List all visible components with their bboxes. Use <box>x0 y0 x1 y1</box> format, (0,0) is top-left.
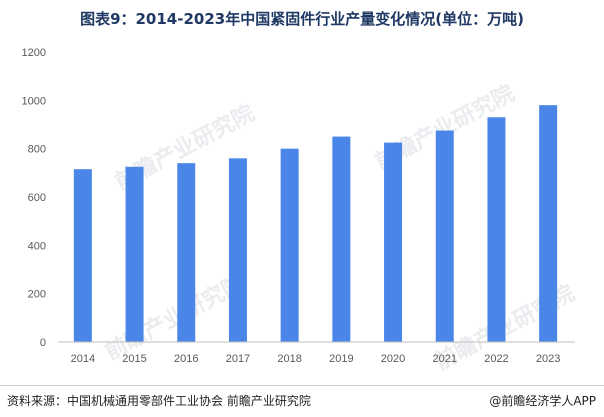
bar-2023 <box>539 105 558 343</box>
x-tick-label: 2021 <box>433 353 457 365</box>
brand-credit: @前瞻经济学人APP <box>489 394 596 408</box>
footer: 资料来源：中国机械通用零部件工业协会 前瞻产业研究院 @前瞻经济学人APP <box>0 385 604 417</box>
x-tick-label: 2014 <box>71 353 95 365</box>
y-tick-label: 0 <box>40 337 46 349</box>
x-tick-label: 2022 <box>484 353 508 365</box>
x-tick-label: 2019 <box>329 353 353 365</box>
chart-title: 图表9：2014-2023年中国紧固件行业产量变化情况(单位：万吨) <box>80 10 524 28</box>
y-tick-label: 1200 <box>22 47 46 59</box>
x-tick-label: 2015 <box>122 353 146 365</box>
x-tick-label: 2023 <box>536 353 560 365</box>
x-tick-label: 2017 <box>226 353 250 365</box>
watermark-text: 前瞻产业研究院 <box>101 270 249 365</box>
bar-2015 <box>125 166 144 342</box>
x-tick-label: 2020 <box>381 353 405 365</box>
x-axis: 2014 2015 2016 2017 2018 2019 2020 2021 2022 2023 <box>71 353 561 365</box>
bar-2022 <box>487 117 506 342</box>
bar-2014 <box>73 169 92 342</box>
y-tick-label: 400 <box>28 240 46 252</box>
x-tick-label: 2016 <box>174 353 198 365</box>
y-tick-label: 800 <box>28 144 46 156</box>
source-note: 资料来源：中国机械通用零部件工业协会 前瞻产业研究院 <box>7 394 311 408</box>
bar-2020 <box>384 142 403 342</box>
y-axis: 0 200 400 600 800 1000 1200 <box>22 47 46 349</box>
bar-2016 <box>177 163 196 342</box>
y-tick-label: 1000 <box>22 95 46 107</box>
y-tick-label: 200 <box>28 289 46 301</box>
bar-2017 <box>228 158 247 342</box>
y-tick-label: 600 <box>28 192 46 204</box>
bar-2018 <box>280 148 299 342</box>
bar-2019 <box>332 136 351 342</box>
bar-series <box>73 105 558 343</box>
x-tick-label: 2018 <box>277 353 301 365</box>
bar-2021 <box>435 130 454 342</box>
